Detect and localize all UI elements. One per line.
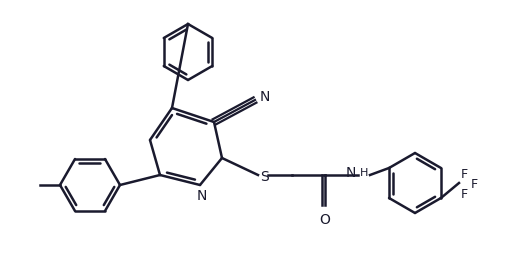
- Text: O: O: [320, 213, 331, 227]
- Text: H: H: [360, 168, 368, 178]
- Text: F: F: [461, 169, 468, 182]
- Text: F: F: [461, 188, 468, 201]
- Text: F: F: [471, 179, 478, 192]
- Text: N: N: [197, 189, 207, 203]
- Text: N: N: [345, 166, 356, 180]
- Text: S: S: [260, 170, 269, 184]
- Text: N: N: [260, 90, 270, 104]
